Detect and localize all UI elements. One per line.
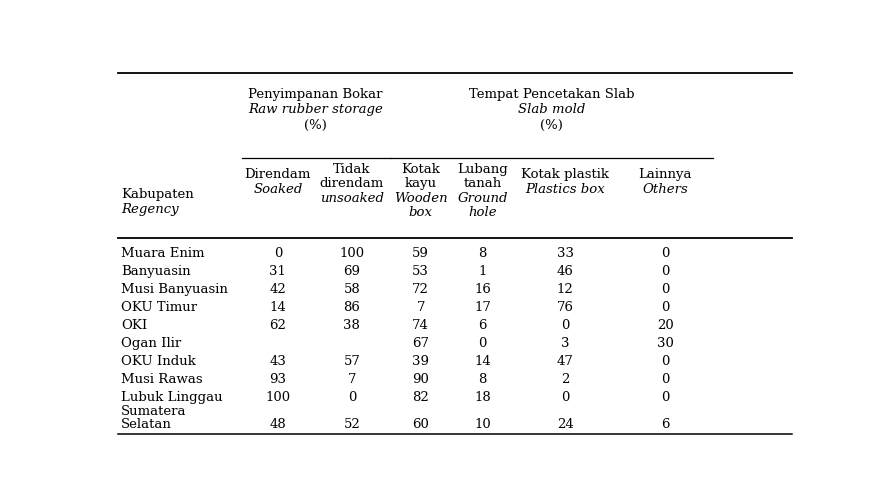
Text: Plastics box: Plastics box [526,183,605,196]
Text: 74: 74 [412,319,429,332]
Text: 58: 58 [344,283,361,296]
Text: 0: 0 [561,319,569,332]
Text: 14: 14 [474,355,491,368]
Text: OKI: OKI [122,319,147,332]
Text: Ground: Ground [457,192,508,205]
Text: 47: 47 [557,355,574,368]
Text: 100: 100 [266,391,290,404]
Text: unsoaked: unsoaked [320,192,384,205]
Text: 8: 8 [479,373,487,386]
Text: 31: 31 [269,265,286,278]
Text: 10: 10 [474,417,491,431]
Text: OKU Timur: OKU Timur [122,301,197,314]
Text: Tempat Pencetakan Slab: Tempat Pencetakan Slab [469,88,634,101]
Text: Banyuasin: Banyuasin [122,265,191,278]
Text: 100: 100 [339,247,364,260]
Text: Lubang: Lubang [457,162,508,176]
Text: direndam: direndam [320,177,384,190]
Text: 93: 93 [269,373,287,386]
Text: 24: 24 [557,417,574,431]
Text: 39: 39 [412,355,429,368]
Text: 46: 46 [557,265,574,278]
Text: Kotak: Kotak [401,162,440,176]
Text: OKU Induk: OKU Induk [122,355,196,368]
Text: Slab mold: Slab mold [518,104,585,117]
Text: 52: 52 [344,417,361,431]
Text: Soaked: Soaked [253,183,303,196]
Text: Musi Rawas: Musi Rawas [122,373,203,386]
Text: 0: 0 [661,247,670,260]
Text: 69: 69 [344,265,361,278]
Text: 86: 86 [344,301,361,314]
Text: 62: 62 [269,319,286,332]
Text: (%): (%) [305,119,327,132]
Text: 42: 42 [270,283,286,296]
Text: 0: 0 [561,391,569,404]
Text: 0: 0 [661,355,670,368]
Text: Tidak: Tidak [333,162,370,176]
Text: 14: 14 [270,301,286,314]
Text: 20: 20 [656,319,673,332]
Text: 60: 60 [412,417,429,431]
Text: 38: 38 [344,319,361,332]
Text: Wooden: Wooden [394,192,448,205]
Text: Regency: Regency [122,203,179,216]
Text: box: box [408,206,432,219]
Text: 0: 0 [348,391,356,404]
Text: 30: 30 [656,337,673,350]
Text: 12: 12 [557,283,574,296]
Text: 43: 43 [269,355,286,368]
Text: 0: 0 [661,283,670,296]
Text: 33: 33 [557,247,574,260]
Text: 7: 7 [347,373,356,386]
Text: 0: 0 [479,337,487,350]
Text: 0: 0 [661,301,670,314]
Text: 6: 6 [661,417,670,431]
Text: 2: 2 [561,373,569,386]
Text: Sumatera: Sumatera [122,405,186,418]
Text: 67: 67 [412,337,429,350]
Text: Musi Banyuasin: Musi Banyuasin [122,283,228,296]
Text: 48: 48 [270,417,286,431]
Text: 59: 59 [412,247,429,260]
Text: 82: 82 [412,391,429,404]
Text: Kabupaten: Kabupaten [122,188,194,201]
Text: 18: 18 [474,391,491,404]
Text: hole: hole [468,206,497,219]
Text: tanah: tanah [464,177,502,190]
Text: 76: 76 [557,301,574,314]
Text: 0: 0 [661,373,670,386]
Text: 53: 53 [412,265,429,278]
Text: 7: 7 [416,301,425,314]
Text: 16: 16 [474,283,491,296]
Text: 17: 17 [474,301,491,314]
Text: Lainnya: Lainnya [638,168,692,181]
Text: 8: 8 [479,247,487,260]
Text: Raw rubber storage: Raw rubber storage [249,104,384,117]
Text: 72: 72 [412,283,429,296]
Text: Direndam: Direndam [245,168,311,181]
Text: kayu: kayu [405,177,437,190]
Text: Kotak plastik: Kotak plastik [521,168,609,181]
Text: (%): (%) [540,119,563,132]
Text: 90: 90 [412,373,429,386]
Text: 3: 3 [561,337,569,350]
Text: Selatan: Selatan [122,417,172,431]
Text: 0: 0 [661,265,670,278]
Text: 1: 1 [479,265,487,278]
Text: Muara Enim: Muara Enim [122,247,205,260]
Text: 6: 6 [479,319,487,332]
Text: Ogan Ilir: Ogan Ilir [122,337,181,350]
Text: Penyimpanan Bokar: Penyimpanan Bokar [249,88,383,101]
Text: 0: 0 [661,391,670,404]
Text: Lubuk Linggau: Lubuk Linggau [122,391,223,404]
Text: Others: Others [642,183,688,196]
Text: 57: 57 [344,355,361,368]
Text: 0: 0 [274,247,282,260]
